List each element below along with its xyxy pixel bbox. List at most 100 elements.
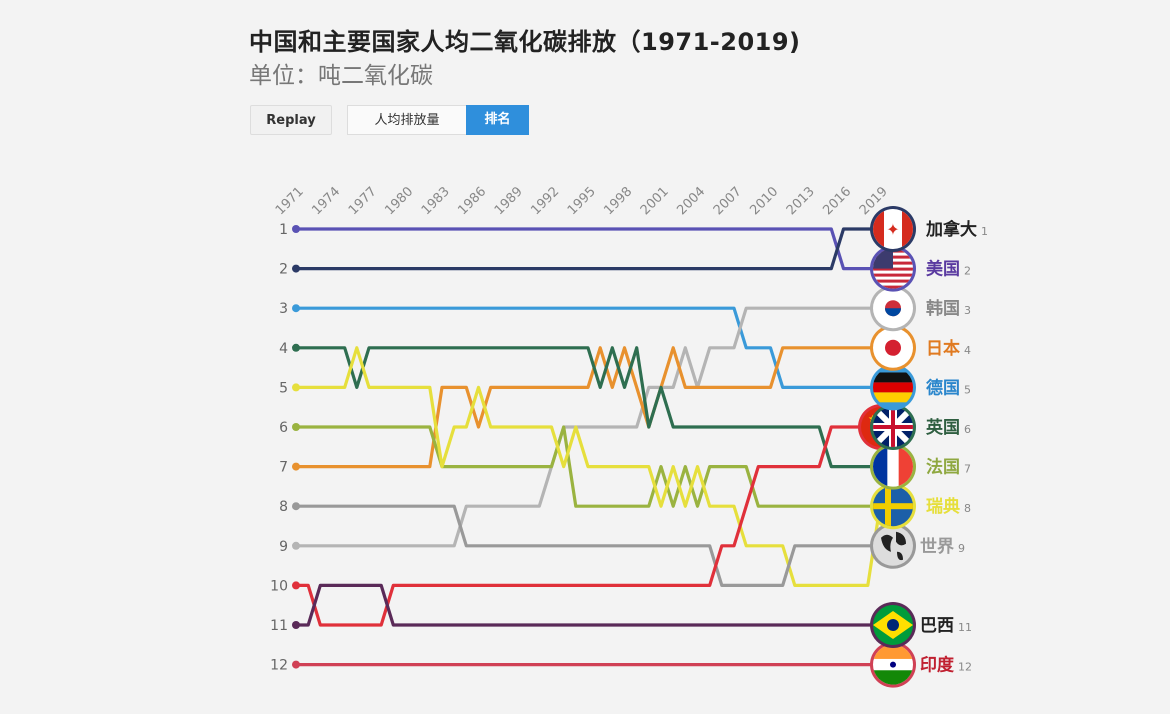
series-start-dot-india (292, 660, 300, 669)
y-tick-label: 3 (279, 301, 288, 317)
flag-sweden-icon (870, 483, 916, 530)
x-tick-label: 1989 (492, 184, 526, 218)
x-tick-label: 2016 (820, 184, 854, 218)
y-tick-label: 1 (279, 222, 288, 238)
flag-part (873, 273, 913, 277)
x-tick-label: 1980 (382, 184, 416, 218)
flag-part (873, 402, 913, 408)
flag-part (873, 670, 913, 685)
x-tick-label: 1983 (419, 184, 453, 218)
x-tick-label: 1995 (565, 184, 599, 218)
end-label-rank: 4 (964, 344, 971, 357)
flag-body (873, 288, 913, 329)
flag-part (885, 486, 891, 527)
end-label-rank: 2 (964, 265, 971, 278)
series-start-dot-korea (292, 541, 300, 550)
end-label-rank: 8 (964, 502, 971, 515)
series-line-france (296, 425, 880, 508)
series-line-brazil (296, 583, 880, 627)
y-tick-label: 5 (279, 380, 288, 396)
cross (873, 407, 913, 447)
flag-france-icon (870, 443, 916, 490)
globe (887, 619, 899, 631)
flag-body (873, 644, 913, 685)
flag-part (873, 209, 884, 249)
y-tick-label: 6 (279, 420, 288, 436)
end-label-rank: 11 (958, 621, 972, 634)
end-label-rank: 7 (964, 463, 971, 476)
flag-canada-icon: ✦ (870, 206, 916, 252)
flag-body (873, 486, 913, 527)
flag-japan-icon (870, 324, 916, 371)
flag-uk-icon (870, 404, 916, 450)
y-tick-label: 11 (270, 618, 288, 634)
end-label-rank: 1 (981, 225, 988, 238)
flag-india-icon (870, 641, 916, 688)
series-line-japan (296, 346, 880, 469)
flag-part (873, 525, 913, 566)
flag-world-icon (870, 522, 916, 569)
taegeuk (885, 308, 901, 317)
flag-body: ✦ (873, 209, 913, 249)
flag-body (873, 525, 913, 566)
series-start-dot-world (292, 502, 300, 511)
y-tick-label: 4 (279, 341, 288, 357)
series-start-dot-sweden (292, 383, 300, 392)
flag-part (873, 392, 913, 403)
x-tick-label: 2001 (638, 184, 672, 218)
x-tick-label: 1971 (273, 184, 307, 218)
end-label-rank: 5 (964, 383, 971, 396)
flag-germany-icon (870, 364, 916, 411)
flag-part (873, 446, 888, 487)
end-label-rank: 9 (958, 542, 965, 555)
x-tick-label: 1998 (601, 184, 635, 218)
series-start-dot-germany (292, 304, 300, 313)
x-tick-label: 1977 (346, 184, 380, 218)
end-label-name: 印度 (920, 655, 955, 676)
flag-korea-icon (870, 285, 916, 332)
flag-part (873, 382, 913, 393)
end-label-name: 德国 (926, 377, 960, 398)
end-label-name: 巴西 (920, 616, 954, 636)
replay-button[interactable]: Replay (250, 105, 332, 135)
x-tick-label: 1986 (455, 184, 489, 218)
end-label-name: 美国 (926, 259, 960, 280)
x-tick-label: 1974 (309, 184, 343, 218)
end-label-name: 瑞典 (926, 496, 960, 517)
series-start-dot-china (292, 581, 300, 590)
flag-part (873, 503, 913, 510)
x-tick-label: 2007 (711, 184, 745, 218)
flag-us-icon (870, 245, 916, 292)
chart-subtitle: 单位：吨二氧化碳 (249, 63, 433, 89)
chart-title: 中国和主要国家人均二氧化碳排放（1971-2019) (249, 28, 801, 56)
x-tick-label: 2010 (747, 184, 781, 218)
end-label-name: 加拿大 (925, 219, 977, 240)
sun (885, 339, 901, 356)
series-start-dot-us (292, 225, 300, 233)
end-label-rank: 3 (964, 304, 971, 317)
flag-part (873, 644, 913, 659)
globe (881, 531, 906, 561)
y-tick-label: 8 (279, 499, 288, 515)
x-tick-label: 2004 (674, 184, 708, 218)
y-tick-label: 9 (279, 539, 288, 555)
x-tick-label: 2013 (784, 184, 818, 218)
flag-part (873, 372, 913, 383)
series-line-canada (296, 227, 880, 271)
y-tick-label: 12 (270, 658, 288, 674)
series-start-dot-japan (292, 462, 300, 471)
y-tick-label: 2 (279, 262, 288, 278)
end-label-name: 法国 (926, 457, 960, 478)
flag-body (873, 446, 913, 487)
flag-body (873, 407, 913, 447)
per-capita-tab[interactable]: 人均排放量 (347, 105, 466, 135)
end-label-name: 韩国 (926, 298, 960, 319)
maple-leaf-icon: ✦ (886, 220, 899, 239)
flag-part (873, 285, 913, 289)
series-start-dot-uk (292, 343, 300, 352)
series-line-germany (296, 306, 880, 389)
ranking-tab[interactable]: 排名 (466, 105, 529, 135)
flag-part (902, 209, 913, 249)
wheel (890, 661, 896, 668)
end-label-name: 英国 (926, 417, 960, 438)
